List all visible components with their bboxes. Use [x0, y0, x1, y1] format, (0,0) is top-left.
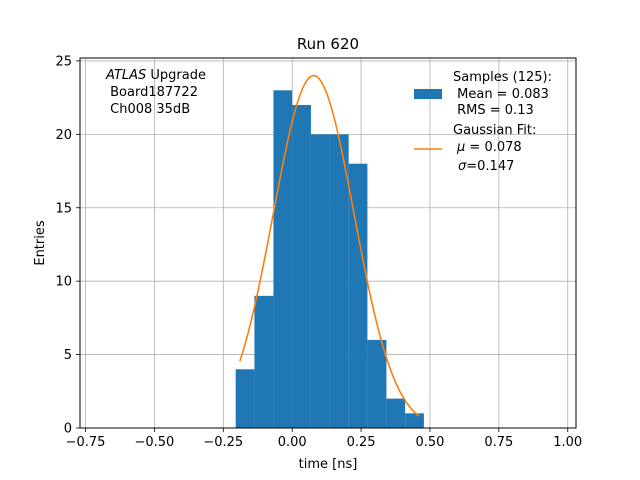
x-axis-label: time [ns] [299, 457, 358, 472]
histogram-bars [235, 90, 424, 429]
plot-frame [79, 57, 577, 429]
gaussian-fit [239, 74, 420, 417]
histogram-bar-0 [235, 369, 255, 428]
x-tick-label-1: −0.50 [134, 435, 174, 450]
y-axis-label: Entries [33, 220, 48, 266]
annotation-atlas: ATLAS [105, 68, 146, 83]
x-tick-label-7: 1.00 [553, 435, 582, 450]
y-tick-label-4: 20 [55, 128, 72, 143]
annotation-box: ATLAS Upgrade Board187722 Ch008 35dB [105, 68, 206, 117]
legend-fit-mu: μ = 0.078 [456, 140, 522, 155]
legend-mu-symbol: μ [456, 140, 465, 155]
histogram-bar-3 [292, 104, 311, 428]
annotation-line-2: Board187722 [106, 85, 198, 100]
histogram-bar-8 [386, 398, 406, 428]
x-tick-label-2: −0.25 [203, 435, 243, 450]
y-tick-label-5: 25 [55, 54, 72, 69]
annotation-line-1: ATLAS Upgrade [105, 68, 206, 83]
x-tick-label-3: 0.00 [278, 435, 307, 450]
y-tick-label-0: 0 [64, 422, 72, 437]
legend-histogram-label: Samples (125): [453, 70, 552, 85]
y-axis-ticks: 0 5 10 15 20 25 [55, 54, 80, 437]
chart-title: Run 620 [297, 35, 359, 53]
y-tick-label-1: 5 [64, 348, 72, 363]
x-axis-ticks: −0.75 −0.50 −0.25 0.00 0.25 0.50 0.75 1.00 [66, 428, 582, 450]
legend-histogram-mean: Mean = 0.083 [453, 87, 549, 102]
y-tick-label-3: 15 [55, 201, 72, 216]
histogram-bar-9 [405, 413, 424, 428]
gaussian-fit-line [239, 74, 420, 417]
legend-sigma-value: =0.147 [466, 159, 514, 174]
histogram-bar-6 [348, 163, 368, 428]
x-tick-label-5: 0.50 [415, 435, 444, 450]
x-tick-label-0: −0.75 [66, 435, 106, 450]
legend-mu-value: = 0.078 [465, 140, 521, 155]
legend-fit-label: Gaussian Fit: [453, 123, 536, 138]
histogram-bar-7 [367, 339, 387, 428]
y-tick-label-2: 10 [55, 275, 72, 290]
histogram-bar-2 [273, 90, 293, 429]
legend-histogram-rms: RMS = 0.13 [453, 103, 534, 118]
x-tick-label-6: 0.75 [484, 435, 513, 450]
legend-sigma-symbol: σ [458, 159, 467, 174]
histogram-bar-5 [329, 134, 349, 428]
legend-fit-sigma: σ=0.147 [458, 159, 514, 174]
legend-histogram-swatch [414, 89, 442, 99]
annotation-upgrade: Upgrade [146, 68, 206, 83]
x-tick-label-4: 0.25 [347, 435, 376, 450]
histogram-bar-1 [254, 295, 274, 428]
legend: Samples (125): Mean = 0.083 RMS = 0.13 G… [414, 70, 552, 174]
annotation-line-3: Ch008 35dB [106, 102, 190, 117]
histogram-bar-4 [310, 134, 330, 428]
